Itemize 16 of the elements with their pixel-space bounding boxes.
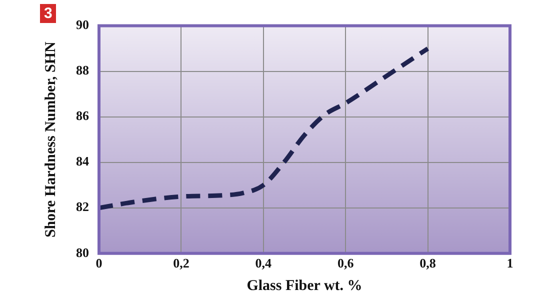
text: 3: [40, 4, 56, 23]
x-tick-label: 0,6: [337, 256, 354, 271]
x-tick-label: 0: [96, 256, 102, 271]
x-axis-title: Glass Fiber wt. %: [246, 278, 362, 294]
x-tick-label: 1: [506, 256, 514, 271]
x-tick-label: 0,8: [420, 256, 436, 271]
line-series: [99, 46, 430, 210]
y-tick-label: 90: [76, 17, 89, 32]
y-tick-label: 80: [76, 244, 89, 260]
y-axis-title: Shore Hardness Number, SHN: [42, 42, 59, 238]
y-tick-label: 82: [76, 199, 89, 214]
y-tick-label: 86: [76, 108, 90, 124]
y-tick-label: 84: [76, 154, 90, 169]
x-tick-label: 0,4: [255, 256, 272, 271]
x-tick-label: 0,2: [173, 256, 190, 271]
y-tick-label: 88: [76, 62, 90, 78]
